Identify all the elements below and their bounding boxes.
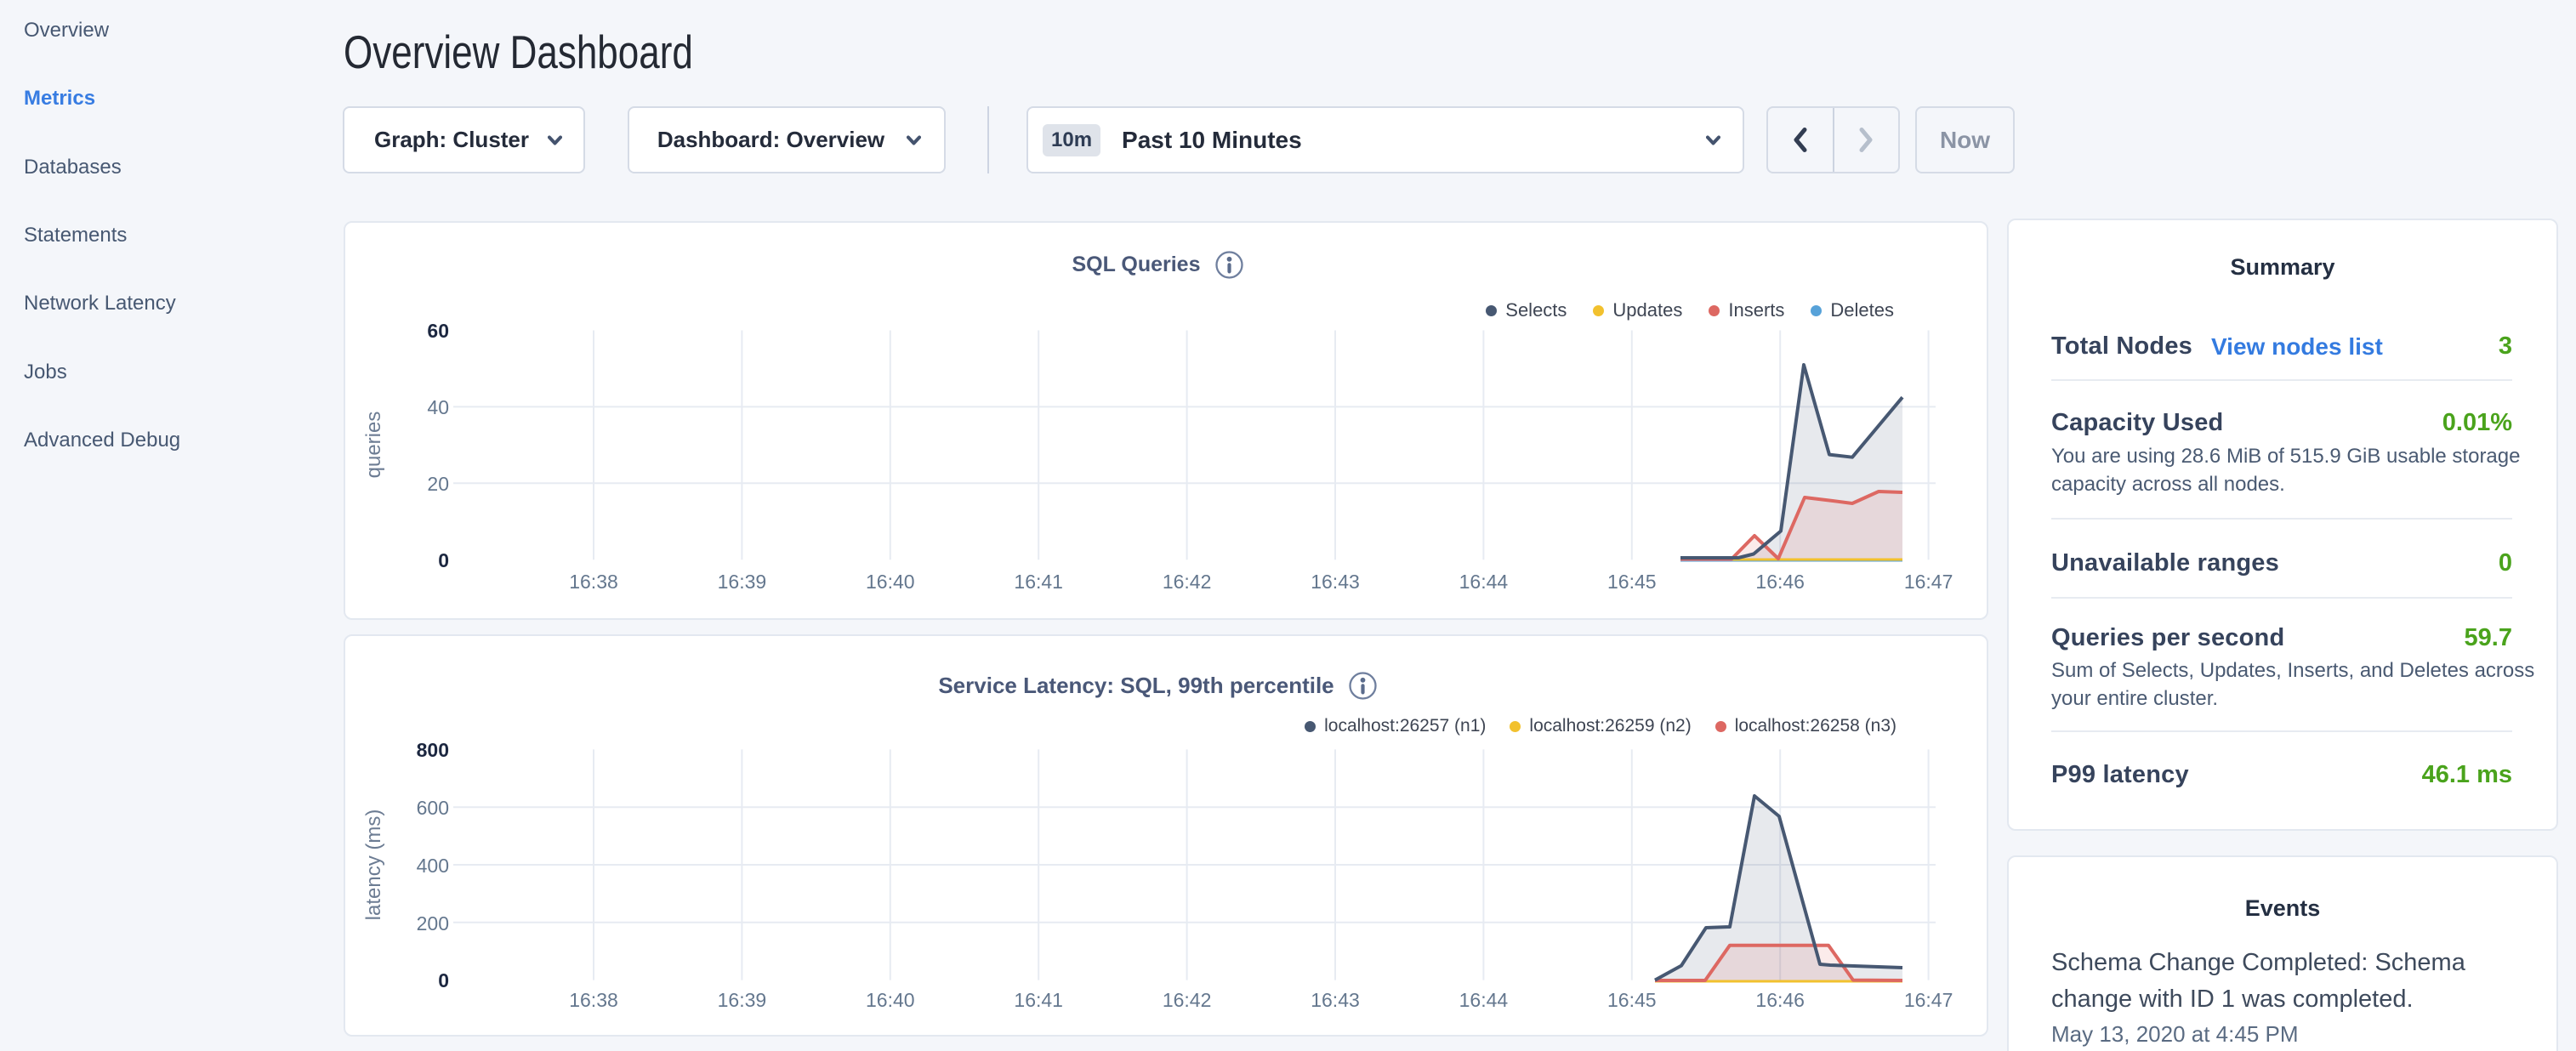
svg-text:16:44: 16:44 [1459,989,1509,1011]
svg-text:200: 200 [417,912,449,935]
svg-text:16:46: 16:46 [1755,571,1805,593]
svg-text:16:38: 16:38 [569,571,618,593]
svg-text:16:43: 16:43 [1311,989,1360,1011]
svg-text:60: 60 [427,320,449,342]
svg-text:0: 0 [438,969,449,991]
svg-text:20: 20 [427,473,449,495]
svg-text:400: 400 [417,855,449,877]
svg-text:latency (ms): latency (ms) [362,810,385,921]
svg-text:16:42: 16:42 [1163,571,1212,593]
svg-text:16:41: 16:41 [1014,989,1063,1011]
svg-text:16:38: 16:38 [569,989,618,1011]
svg-text:16:42: 16:42 [1163,989,1212,1011]
svg-text:16:43: 16:43 [1311,571,1360,593]
svg-text:16:46: 16:46 [1755,989,1805,1011]
svg-text:0: 0 [438,549,449,571]
svg-text:40: 40 [427,396,449,418]
svg-text:16:45: 16:45 [1607,989,1657,1011]
svg-text:16:41: 16:41 [1014,571,1063,593]
svg-text:16:39: 16:39 [718,571,767,593]
svg-text:queries: queries [362,412,385,479]
svg-text:16:40: 16:40 [866,571,915,593]
svg-text:600: 600 [417,797,449,819]
svg-text:16:39: 16:39 [718,989,767,1011]
svg-text:800: 800 [417,739,449,761]
svg-text:16:40: 16:40 [866,989,915,1011]
svg-text:16:44: 16:44 [1459,571,1509,593]
svg-text:16:45: 16:45 [1607,571,1657,593]
svg-text:16:47: 16:47 [1904,571,1953,593]
svg-text:16:47: 16:47 [1904,989,1953,1011]
